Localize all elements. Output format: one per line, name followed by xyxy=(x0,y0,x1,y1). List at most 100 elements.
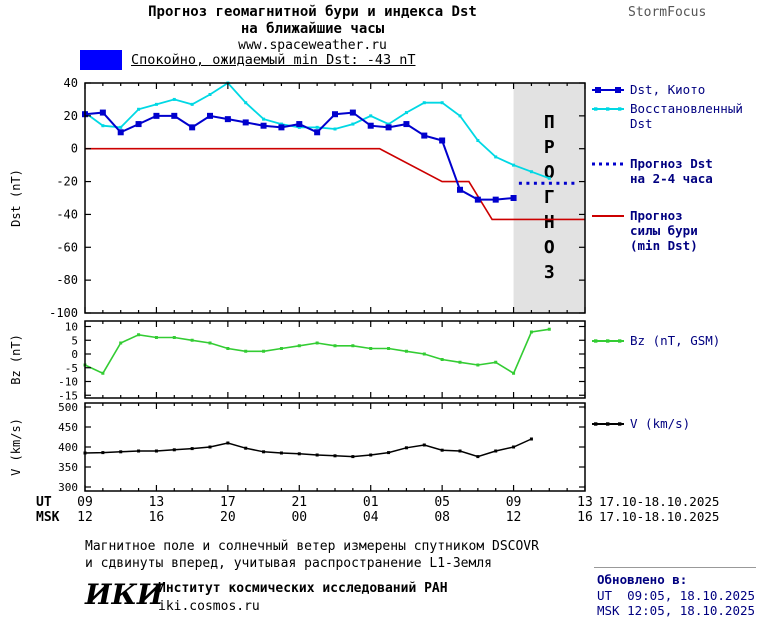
marker-dst-kyoto xyxy=(439,137,446,144)
marker-solar-wind-v xyxy=(154,449,158,453)
msk-tick-label: 04 xyxy=(363,510,379,525)
msk-tick-label: 00 xyxy=(291,510,307,525)
msk-date-range: 17.10-18.10.2025 xyxy=(599,509,719,524)
y-tick-label: 20 xyxy=(64,109,78,123)
marker-bz-gsm xyxy=(440,358,444,361)
marker-solar-wind-v xyxy=(137,449,141,453)
marker-solar-wind-v xyxy=(404,446,408,450)
marker-dst-kyoto xyxy=(421,132,428,139)
legend-swatch-forecast-dst-icon xyxy=(592,162,624,166)
panel-border xyxy=(84,320,586,399)
marker-restored-dst xyxy=(494,155,498,159)
y-tick-label: -5 xyxy=(65,362,78,375)
marker-restored-dst xyxy=(279,122,283,126)
page-title: Прогноз геомагнитной бури и индекса Dst xyxy=(148,4,477,20)
legend-item-forecast-storm: Прогноз силы бури (min Dst) xyxy=(592,208,698,253)
marker-solar-wind-v xyxy=(226,441,230,445)
y-tick-label: 5 xyxy=(71,334,78,347)
marker-restored-dst xyxy=(154,102,158,106)
marker-solar-wind-v xyxy=(440,448,444,452)
forecast-band-label: Г xyxy=(544,187,555,208)
series-bz-gsm xyxy=(84,328,550,375)
marker-dst-kyoto xyxy=(135,121,142,128)
marker-restored-dst xyxy=(547,176,551,180)
legend-label-dst-kyoto: Dst, Киото xyxy=(630,82,706,97)
marker-dst-kyoto xyxy=(474,196,481,203)
y-tick-label: 400 xyxy=(58,441,78,454)
marker-solar-wind-v xyxy=(244,446,248,450)
marker-bz-gsm xyxy=(137,333,141,337)
footnote-line2: и сдвинуты вперед, учитывая распростране… xyxy=(85,556,492,571)
marker-restored-dst xyxy=(404,111,408,115)
series-forecast-storm xyxy=(85,147,585,221)
y-tick-label: -100 xyxy=(49,306,78,320)
y-tick-label: -20 xyxy=(56,175,78,189)
y-tick-label: -40 xyxy=(56,207,78,221)
forecast-band xyxy=(513,83,585,313)
ut-tick-label: 13 xyxy=(149,495,165,510)
marker-bz-gsm xyxy=(101,371,105,375)
y-tick-label: 350 xyxy=(58,461,78,474)
marker-bz-gsm xyxy=(154,336,158,339)
legend-item-v: V (km/s) xyxy=(592,416,690,431)
marker-bz-gsm xyxy=(279,347,283,350)
marker-dst-kyoto xyxy=(189,124,196,131)
institute-name: Институт космических исследований РАН xyxy=(158,581,448,596)
y-tick-label: 0 xyxy=(71,142,78,156)
marker-dst-kyoto xyxy=(171,112,178,119)
marker-bz-gsm xyxy=(476,363,480,367)
marker-solar-wind-v xyxy=(422,443,426,447)
marker-dst-kyoto xyxy=(296,121,303,128)
marker-restored-dst xyxy=(190,102,194,106)
marker-dst-kyoto xyxy=(207,112,213,119)
marker-restored-dst xyxy=(529,170,533,174)
marker-solar-wind-v xyxy=(476,455,480,459)
msk-tick-label: 12 xyxy=(506,510,522,525)
marker-bz-gsm xyxy=(547,327,551,331)
y-tick-label: 500 xyxy=(58,401,78,414)
marker-solar-wind-v xyxy=(119,450,123,454)
y-tick-label: -15 xyxy=(58,389,78,402)
panel-v: 500 450 400 350 300 V (km/s) xyxy=(9,401,586,494)
marker-bz-gsm xyxy=(494,360,498,364)
updated-time-ut: UT 09:05, 18.10.2025 xyxy=(597,588,756,603)
y-tick-label: 300 xyxy=(58,481,78,494)
legend-label-v: V (km/s) xyxy=(630,416,691,431)
marker-solar-wind-v xyxy=(333,454,337,458)
website-link: www.spaceweather.ru xyxy=(238,38,387,53)
marker-solar-wind-v xyxy=(369,453,373,457)
page-subtitle: на ближайшие часы xyxy=(240,21,385,37)
marker-restored-dst xyxy=(440,101,444,105)
ut-tick-label: 09 xyxy=(77,495,93,510)
marker-dst-kyoto xyxy=(367,122,374,129)
marker-bz-gsm xyxy=(262,349,266,353)
forecast-band-label: З xyxy=(544,262,555,283)
marker-bz-gsm xyxy=(512,371,516,375)
y-axis-label: Bz (nT) xyxy=(9,334,23,385)
marker-restored-dst xyxy=(476,139,480,142)
legend-label-bz: Bz (nT, GSM) xyxy=(630,333,721,348)
updated-time-msk: MSK 12:05, 18.10.2025 xyxy=(597,603,756,618)
marker-restored-dst xyxy=(315,125,319,129)
legend-label-forecast-storm: Прогноз силы бури (min Dst) xyxy=(630,208,698,253)
marker-solar-wind-v xyxy=(279,451,283,455)
institute-site: iki.cosmos.ru xyxy=(158,599,260,614)
marker-bz-gsm xyxy=(315,341,319,345)
marker-restored-dst xyxy=(208,93,212,96)
marker-solar-wind-v xyxy=(458,449,462,453)
x-axis-labels: UTMSK0912131617202100010405080912131617.… xyxy=(36,494,719,525)
marker-solar-wind-v xyxy=(351,455,355,459)
marker-bz-gsm xyxy=(226,347,230,350)
marker-dst-kyoto xyxy=(492,196,499,203)
forecast-band-label: Р xyxy=(544,137,555,158)
y-tick-label: -60 xyxy=(56,240,78,254)
marker-bz-gsm xyxy=(208,341,212,345)
msk-tick-label: 16 xyxy=(577,510,593,525)
y-tick-label: -10 xyxy=(58,376,78,389)
marker-restored-dst xyxy=(512,163,516,167)
iki-logo: ИКИ xyxy=(85,578,164,611)
